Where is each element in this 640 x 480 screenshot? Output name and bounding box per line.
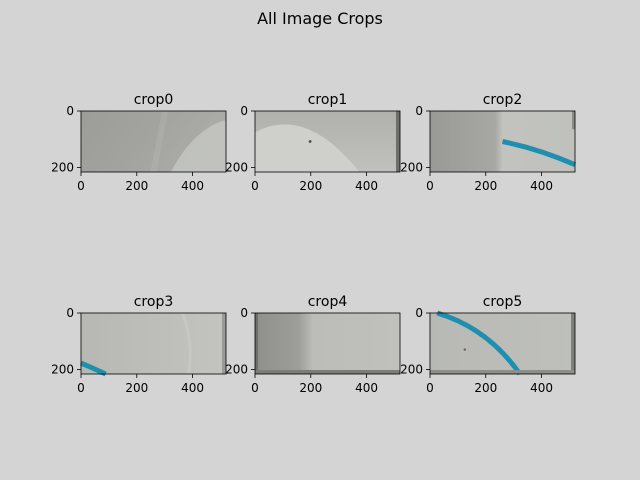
y-tick-label: 0 (240, 306, 248, 320)
faint-arc (181, 312, 192, 375)
crop-image-background (81, 313, 226, 374)
x-tick-label: 0 (251, 179, 259, 193)
corner-shadow (572, 111, 575, 130)
dark-dot (308, 140, 312, 143)
small-dot (463, 348, 466, 351)
y-tick-label: 0 (415, 306, 423, 320)
crop-image-background (430, 313, 575, 374)
panel-title: crop5 (483, 294, 523, 310)
x-tick-label: 400 (181, 381, 204, 395)
x-tick-label: 0 (77, 179, 85, 193)
y-tick-label: 0 (415, 104, 423, 118)
axes-frame (254, 110, 401, 173)
x-tick-label: 200 (125, 179, 148, 193)
panel-title: crop2 (483, 92, 523, 108)
x-tick-label: 400 (181, 179, 204, 193)
y-tick-label: 200 (51, 160, 74, 174)
y-tick-label: 0 (66, 104, 74, 118)
panel-title: crop0 (134, 92, 174, 108)
left-edge-shadow (255, 313, 258, 374)
y-tick-label: 0 (66, 306, 74, 320)
x-tick-label: 200 (474, 381, 497, 395)
axes-frame (80, 312, 227, 375)
y-tick-label: 200 (51, 362, 74, 376)
blue-line (436, 310, 522, 376)
right-edge-shadow (571, 313, 575, 374)
light-arc-region (255, 124, 360, 172)
crop-image-background (255, 313, 400, 374)
x-tick-label: 0 (77, 381, 85, 395)
light-curved-region (170, 120, 226, 172)
axes-frame (429, 312, 576, 375)
blue-line (502, 139, 577, 167)
axes-frame (254, 312, 401, 375)
x-tick-label: 400 (355, 179, 378, 193)
x-tick-label: 0 (251, 381, 259, 395)
bottom-edge-shadow (430, 370, 575, 374)
bottom-edge-shadow (255, 370, 400, 374)
x-tick-label: 400 (530, 381, 553, 395)
y-tick-label: 200 (400, 160, 423, 174)
panel-title: crop3 (134, 294, 174, 310)
right-edge-shadow (222, 313, 226, 374)
axes-frame (429, 110, 576, 173)
x-tick-label: 200 (125, 381, 148, 395)
x-tick-label: 400 (530, 179, 553, 193)
y-tick-label: 200 (225, 160, 248, 174)
x-tick-label: 200 (474, 179, 497, 193)
axes-frame (80, 110, 227, 173)
x-tick-label: 200 (299, 381, 322, 395)
y-tick-label: 0 (240, 104, 248, 118)
x-tick-label: 200 (299, 179, 322, 193)
diagonal-shade (150, 110, 169, 173)
figure-title: All Image Crops (257, 9, 383, 28)
blue-line (80, 360, 107, 377)
right-edge-shadow (396, 111, 400, 172)
panel-title: crop4 (308, 294, 348, 310)
panel-title: crop1 (308, 92, 348, 108)
y-tick-label: 200 (400, 362, 423, 376)
x-tick-label: 0 (426, 381, 434, 395)
x-tick-label: 400 (355, 381, 378, 395)
y-tick-label: 200 (225, 362, 248, 376)
x-tick-label: 0 (426, 179, 434, 193)
